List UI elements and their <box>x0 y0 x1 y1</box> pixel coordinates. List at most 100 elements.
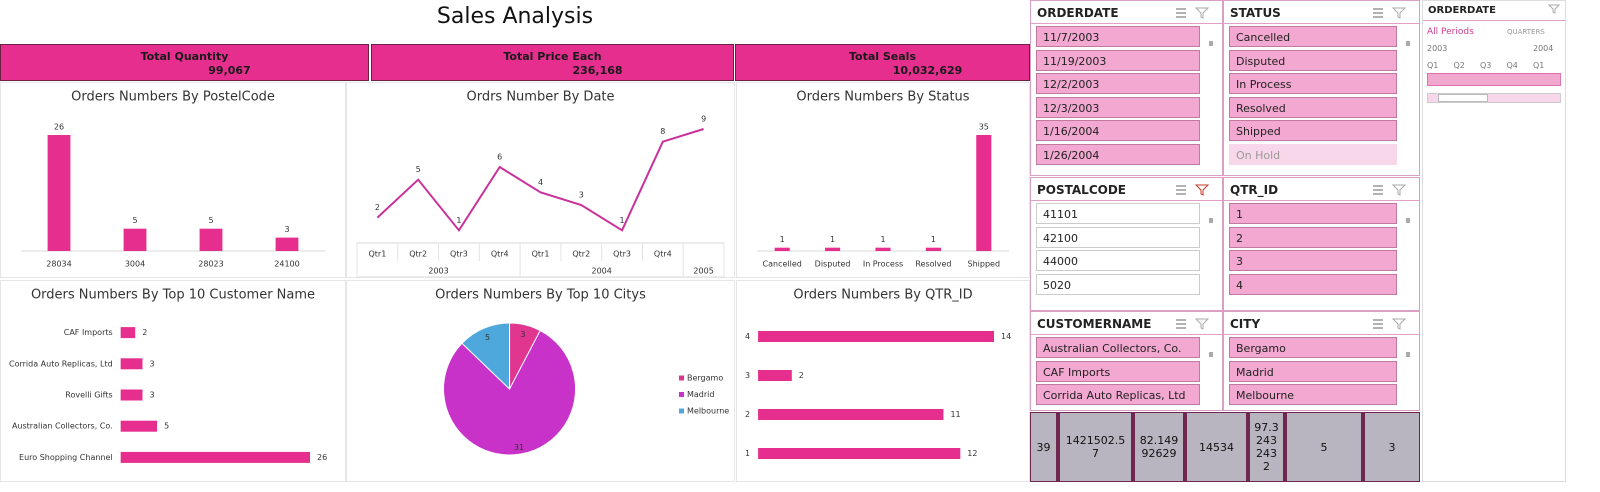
clear-filter-icon[interactable] <box>1547 3 1561 15</box>
bar <box>774 247 790 251</box>
slicer-item[interactable]: Cancelled <box>1229 26 1397 47</box>
legend-swatch <box>679 408 684 414</box>
slicer-scrollbar[interactable] <box>1209 41 1213 46</box>
timeline-quarter[interactable]: Q2 <box>1453 61 1465 70</box>
data-label: 5 <box>485 333 490 342</box>
chart-panel: Ordrs Number By Date 2 5 1 6 4 3 1 8 9 Qtr1 Qtr2 Qtr… <box>346 82 735 278</box>
slicer-item[interactable]: 3 <box>1229 250 1397 271</box>
data-label: 2 <box>375 203 380 212</box>
kpi-card: Total Quantity 99,067 <box>0 44 369 81</box>
slicer-title: STATUS <box>1230 6 1281 20</box>
slicer-item[interactable]: 1/26/2004 <box>1036 143 1200 165</box>
slicer-item[interactable]: 41101 <box>1036 203 1200 224</box>
slicer-list: 41101 42100 44000 5020 <box>1036 203 1200 297</box>
slicer-icons <box>1176 318 1210 330</box>
y-tick-label: 4 <box>745 332 750 341</box>
slicer-item[interactable]: 11/19/2003 <box>1036 49 1200 71</box>
slicer-scrollbar[interactable] <box>1209 352 1213 357</box>
y-tick-label: Rovelli Gifts <box>65 391 112 400</box>
slicer-header-rule <box>1031 200 1222 201</box>
slicer-item[interactable]: 5020 <box>1036 273 1200 295</box>
slicer-scrollbar[interactable] <box>1406 352 1410 357</box>
clear-filter-icon[interactable] <box>1194 7 1210 19</box>
pie-slice <box>443 329 577 456</box>
slicer-header-rule <box>1031 23 1222 24</box>
bar <box>120 420 158 432</box>
slicer-item[interactable]: 1/16/2004 <box>1036 120 1200 141</box>
slicer-item[interactable]: 12/2/2003 <box>1036 73 1200 94</box>
clear-filter-icon[interactable] <box>1194 184 1210 196</box>
chart-title: Orders Numbers By QTR_ID <box>793 288 972 303</box>
slicer-item[interactable]: 2 <box>1229 226 1397 248</box>
slicer-item[interactable]: Bergamo <box>1229 337 1397 358</box>
timeline-range[interactable] <box>1427 73 1561 86</box>
slicer-icons <box>1373 184 1407 196</box>
bar <box>199 228 223 251</box>
slicer-icons <box>1176 7 1210 19</box>
x-tick-label: Disputed <box>815 260 851 269</box>
data-label: 1 <box>880 235 885 244</box>
data-label: 26 <box>317 453 327 462</box>
multi-select-icon[interactable] <box>1373 319 1383 329</box>
timeline-quarter[interactable]: Q1 <box>1427 61 1439 70</box>
bar <box>758 448 961 459</box>
slicer-scrollbar[interactable] <box>1406 218 1410 223</box>
timeline-level[interactable]: QUARTERS <box>1507 28 1545 36</box>
multi-select-icon[interactable] <box>1373 8 1383 18</box>
timeline-year: 2003 <box>1427 44 1448 53</box>
clear-filter-icon[interactable] <box>1391 7 1407 19</box>
slicer-item[interactable]: Madrid <box>1229 360 1397 382</box>
slicer-item[interactable]: In Process <box>1229 73 1397 94</box>
x-tick-label: Shipped <box>968 260 1001 269</box>
slicer-item[interactable]: Australian Collectors, Co. <box>1036 337 1200 358</box>
multi-select-icon[interactable] <box>1373 185 1383 195</box>
slicer-item[interactable]: CAF Imports <box>1036 360 1200 382</box>
slicer-icons <box>1373 7 1407 19</box>
slicer-list: Australian Collectors, Co. CAF Imports Cor… <box>1036 337 1200 408</box>
slicer-item[interactable]: Resolved <box>1229 96 1397 118</box>
slicer-item[interactable]: 11/7/2003 <box>1036 26 1200 47</box>
clear-filter-icon[interactable] <box>1391 184 1407 196</box>
timeline-quarter[interactable]: Q4 <box>1506 61 1518 70</box>
timeline-period[interactable]: All Periods <box>1427 27 1474 37</box>
slicer-item[interactable]: On Hold <box>1229 143 1397 165</box>
slicer-item[interactable]: 12/3/2003 <box>1036 96 1200 118</box>
kpi-label: Total Seals <box>848 50 916 63</box>
chart-title: Orders Numbers By PostelCode <box>71 90 275 105</box>
slicer-scrollbar[interactable] <box>1209 218 1213 223</box>
chart-title: Ordrs Number By Date <box>466 90 614 105</box>
data-label: 35 <box>979 123 989 132</box>
timeline-scrollbar[interactable] <box>1427 93 1561 103</box>
timeline-quarter[interactable]: Q3 <box>1480 61 1492 70</box>
slicer: QTR_ID 1 2 3 4 <box>1223 177 1420 311</box>
multi-select-icon[interactable] <box>1176 8 1186 18</box>
x-tick-label: 28023 <box>198 260 223 269</box>
y-tick-label: 1 <box>745 449 750 458</box>
x-tick-label: 3004 <box>125 260 145 269</box>
clear-filter-icon[interactable] <box>1391 318 1407 330</box>
data-label: 12 <box>967 449 977 458</box>
multi-select-icon[interactable] <box>1176 185 1186 195</box>
slicer-item[interactable]: Melbourne <box>1229 384 1397 405</box>
slicer-item[interactable]: Shipped <box>1229 120 1397 141</box>
x-group-label: 2003 <box>428 267 448 276</box>
slicer-item[interactable]: 42100 <box>1036 226 1200 248</box>
timeline-quarter[interactable]: Q1 <box>1533 61 1545 70</box>
data-label: 11 <box>950 410 960 419</box>
slicer-scrollbar[interactable] <box>1406 41 1410 46</box>
chart: Orders Numbers By QTR_ID 4 3 2 1 14 2 11 12 <box>745 288 1011 459</box>
bar <box>120 389 143 401</box>
x-tick-label: Qtr2 <box>572 250 590 259</box>
clear-filter-icon[interactable] <box>1194 318 1210 330</box>
data-label: 5 <box>416 165 421 174</box>
slicer-item[interactable]: 44000 <box>1036 250 1200 271</box>
chart: Ordrs Number By Date 2 5 1 6 4 3 1 8 9 Qtr1 Qtr2 Qtr… <box>356 90 725 277</box>
slicer-item[interactable]: 1 <box>1229 203 1397 224</box>
data-label: 31 <box>514 443 524 452</box>
slicer-item[interactable]: 4 <box>1229 273 1397 295</box>
legend-label: Bergamo <box>687 374 723 383</box>
multi-select-icon[interactable] <box>1176 319 1186 329</box>
slicer-item[interactable]: Disputed <box>1229 49 1397 71</box>
bar <box>875 247 891 251</box>
slicer-item[interactable]: Corrida Auto Replicas, Ltd <box>1036 384 1200 405</box>
